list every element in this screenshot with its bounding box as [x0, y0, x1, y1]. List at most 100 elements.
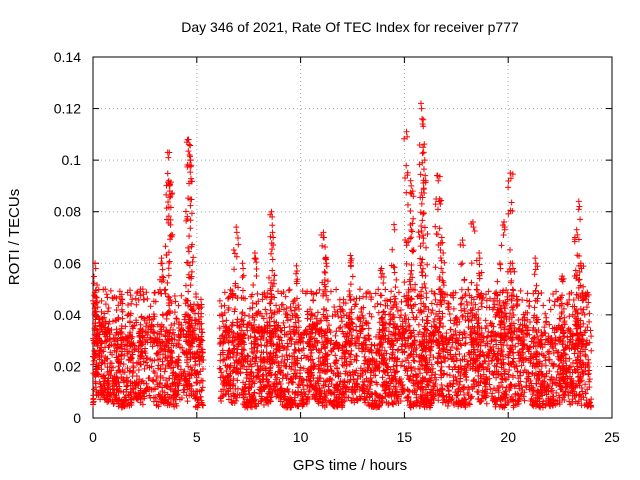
data-point: [446, 310, 453, 317]
data-point: [175, 353, 182, 360]
data-point: [383, 398, 390, 405]
data-point: [529, 363, 536, 370]
data-point: [421, 141, 428, 148]
data-point: [315, 397, 322, 404]
data-point: [267, 299, 274, 306]
data-point: [566, 398, 573, 405]
data-point: [286, 286, 293, 293]
data-point: [253, 266, 260, 273]
data-point: [350, 371, 357, 378]
data-point: [291, 346, 298, 353]
data-point: [380, 308, 387, 315]
data-point: [332, 332, 339, 339]
data-point: [586, 367, 593, 374]
data-point: [576, 377, 583, 384]
data-point: [287, 303, 294, 310]
data-point: [372, 349, 379, 356]
x-tick-label: 20: [500, 429, 516, 445]
data-point: [258, 349, 265, 356]
data-point: [440, 392, 447, 399]
data-point: [233, 229, 240, 236]
data-point: [585, 370, 592, 377]
data-point: [439, 399, 446, 406]
data-point: [106, 368, 113, 375]
data-point: [144, 384, 151, 391]
data-point: [500, 392, 507, 399]
data-point: [262, 306, 269, 313]
data-point: [523, 330, 530, 337]
data-point: [419, 150, 426, 157]
data-point: [519, 387, 526, 394]
data-point: [519, 296, 526, 303]
data-point: [269, 222, 276, 229]
data-point: [159, 260, 166, 267]
data-point: [166, 258, 173, 265]
data-point: [452, 389, 459, 396]
data-point: [193, 379, 200, 386]
data-point: [151, 329, 158, 336]
data-point: [324, 278, 331, 285]
data-point: [566, 313, 573, 320]
data-point: [250, 281, 257, 288]
data-point: [430, 318, 437, 325]
data-point: [243, 375, 250, 382]
data-point: [272, 376, 279, 383]
data-point: [460, 385, 467, 392]
data-point: [316, 349, 323, 356]
data-point: [310, 297, 317, 304]
data-point: [165, 154, 172, 161]
data-point: [147, 326, 154, 333]
data-point: [420, 386, 427, 393]
data-point: [454, 346, 461, 353]
y-tick-label: 0.1: [62, 152, 82, 168]
data-point: [164, 391, 171, 398]
data-point: [318, 333, 325, 340]
data-point: [175, 302, 182, 309]
chart-title: Day 346 of 2021, Rate Of TEC Index for r…: [181, 19, 519, 35]
data-point: [127, 292, 134, 299]
data-point: [566, 364, 573, 371]
data-point: [125, 301, 132, 308]
data-point: [189, 258, 196, 265]
data-point: [582, 353, 589, 360]
data-point: [322, 255, 329, 262]
data-point: [299, 347, 306, 354]
data-point: [487, 386, 494, 393]
data-point: [527, 353, 534, 360]
data-point: [556, 401, 563, 408]
data-point: [392, 284, 399, 291]
data-point: [344, 371, 351, 378]
data-point: [163, 315, 170, 322]
data-point: [417, 171, 424, 178]
data-point: [534, 319, 541, 326]
data-point: [164, 149, 171, 156]
data-point: [273, 345, 280, 352]
data-point: [102, 301, 109, 308]
data-point: [478, 375, 485, 382]
data-point: [183, 259, 190, 266]
data-point: [157, 380, 164, 387]
data-point: [283, 305, 290, 312]
data-point: [199, 329, 206, 336]
data-point: [511, 364, 518, 371]
data-point: [521, 367, 528, 374]
data-point: [453, 345, 460, 352]
data-point: [331, 303, 338, 310]
data-point: [187, 202, 194, 209]
data-point: [279, 353, 286, 360]
data-point: [315, 378, 322, 385]
y-tick-label: 0.02: [54, 358, 81, 374]
data-point: [234, 377, 241, 384]
data-point: [563, 384, 570, 391]
data-point: [378, 292, 385, 299]
data-point: [251, 389, 258, 396]
data-point: [107, 336, 114, 343]
data-point: [165, 272, 172, 279]
data-point: [401, 279, 408, 286]
data-point: [268, 250, 275, 257]
data-point: [164, 170, 171, 177]
data-point: [98, 297, 105, 304]
x-tick-label: 10: [293, 429, 309, 445]
data-point: [336, 325, 343, 332]
data-point: [518, 362, 525, 369]
